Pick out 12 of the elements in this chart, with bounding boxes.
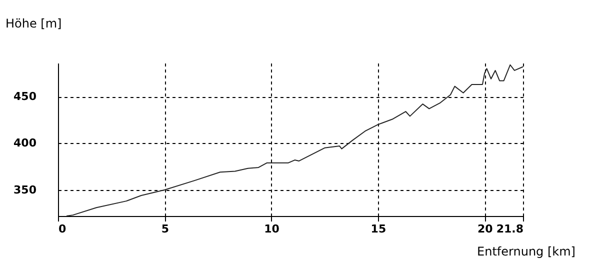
x-tick-label: 5 (161, 222, 169, 236)
y-tick-label: 450 (14, 90, 37, 104)
y-tick-label: 400 (14, 136, 37, 150)
x-axis-title: Entfernung [km] (477, 244, 576, 258)
y-tick-label: 350 (14, 183, 37, 196)
x-tick-label: 10 (264, 222, 280, 236)
x-tick-label: 20 (477, 222, 494, 236)
x-tick-label: 15 (370, 222, 386, 236)
x-tick-label: 21.8 (496, 222, 524, 236)
y-axis-title: Höhe [m] (6, 16, 62, 30)
x-tick-label: 0 (58, 222, 66, 236)
line-series (66, 64, 524, 216)
